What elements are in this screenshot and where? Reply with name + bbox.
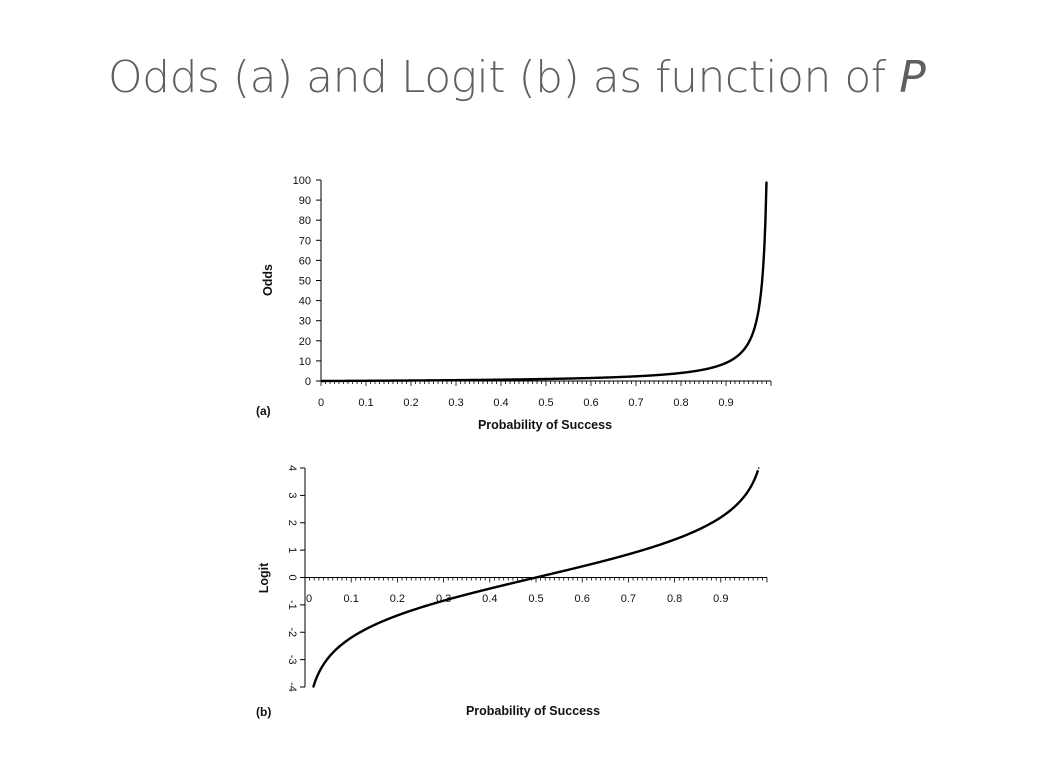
data-point (590, 377, 592, 379)
x-tick-label: 0.8 (673, 397, 688, 409)
data-curve (320, 181, 768, 383)
data-point (752, 481, 754, 484)
y-tick-label: 80 (299, 215, 311, 227)
y-tick-label: 40 (299, 296, 311, 308)
data-point (581, 565, 583, 568)
x-tick-label: 0.4 (493, 397, 508, 409)
data-point (747, 342, 750, 344)
y-tick-label: 60 (299, 255, 311, 267)
y-tick-label: 3 (286, 492, 298, 498)
x-tick-label: 0.7 (621, 593, 636, 605)
y-axis-title: Odds (261, 264, 275, 296)
data-point (765, 181, 768, 183)
data-point (756, 315, 759, 317)
data-point (410, 379, 412, 382)
data-point (761, 281, 763, 284)
x-tick-label: 0.3 (448, 397, 463, 409)
x-tick-label: 0.5 (538, 397, 553, 409)
x-tick-label: 0.9 (713, 593, 728, 605)
data-point (535, 576, 537, 579)
y-tick-label: -4 (286, 682, 298, 692)
data-point (312, 686, 315, 688)
data-point (350, 636, 353, 639)
y-tick-label: 90 (299, 195, 311, 207)
x-tick-label: 0.6 (583, 397, 598, 409)
data-point (373, 624, 376, 626)
data-point (419, 606, 422, 609)
data-point (725, 362, 727, 364)
data-point (558, 571, 560, 573)
data-point (738, 353, 741, 356)
data-point (545, 378, 547, 380)
y-tick-label: 50 (299, 276, 311, 288)
x-tick-label: 0.2 (403, 397, 418, 409)
data-point (512, 582, 514, 584)
data-point (342, 380, 345, 382)
data-curve (312, 469, 760, 688)
x-tick-label: 0.1 (358, 397, 373, 409)
y-tick-label: 1 (286, 547, 298, 553)
data-point (627, 553, 630, 556)
data-point (757, 467, 760, 469)
y-tick-label: 10 (299, 356, 311, 368)
data-point (465, 593, 468, 596)
x-axis-title: Probability of Success (466, 704, 600, 718)
x-tick-label: 0 (318, 397, 324, 409)
data-point (489, 587, 491, 590)
data-point (324, 380, 327, 382)
y-tick-label: 2 (286, 520, 298, 526)
x-axis-title: Probability of Success (478, 418, 612, 432)
slide-title-text: Odds (a) and Logit (b) as function of (108, 52, 900, 103)
y-tick-label: -1 (286, 600, 298, 610)
data-point (650, 546, 653, 549)
data-point (763, 248, 766, 250)
data-point (327, 657, 329, 659)
panel-label: (a) (256, 404, 271, 418)
x-tick-label: 0.9 (718, 397, 733, 409)
y-tick-label: 20 (299, 336, 311, 348)
y-tick-label: -2 (286, 627, 298, 637)
x-tick-label: 0.1 (344, 593, 359, 605)
chart-panel-odds: 0 10 20 30 40 50 60 70 80 90 100 0 0.1 0.2 0.3 0.4 0.5 0.… (256, 175, 772, 432)
data-point (635, 375, 637, 378)
data-point (696, 529, 699, 531)
data-point (673, 538, 676, 541)
data-point (680, 372, 682, 374)
x-tick-label: 0.6 (575, 593, 590, 605)
x-tick-label: 0.8 (667, 593, 682, 605)
y-tick-label: -3 (286, 655, 298, 665)
data-point (455, 379, 457, 381)
y-tick-label: 30 (299, 316, 311, 328)
x-tick-label: 0 (306, 593, 312, 605)
y-tick-label: 0 (286, 574, 298, 580)
y-tick-label: 100 (293, 175, 311, 187)
data-point (743, 496, 745, 498)
data-point (604, 559, 607, 562)
panel-label: (b) (256, 705, 271, 719)
slide-title-variable: P (899, 52, 926, 103)
data-point (318, 671, 320, 674)
slide-title: Odds (a) and Logit (b) as function of P (108, 52, 926, 103)
x-tick-label: 0.5 (528, 593, 543, 605)
data-point (752, 331, 754, 334)
x-tick-label: 0.2 (390, 593, 405, 605)
data-point (702, 368, 705, 371)
data-point (396, 614, 399, 617)
data-point (442, 599, 445, 602)
data-point (720, 516, 722, 519)
x-tick-label: 0.7 (628, 397, 643, 409)
y-tick-label: 4 (286, 465, 298, 471)
y-tick-label: 0 (305, 376, 311, 388)
x-tick-label: 0.4 (482, 593, 497, 605)
data-point (500, 378, 502, 381)
y-axis-title: Logit (257, 562, 271, 593)
y-tick-label: 70 (299, 235, 311, 247)
data-point (365, 379, 367, 382)
